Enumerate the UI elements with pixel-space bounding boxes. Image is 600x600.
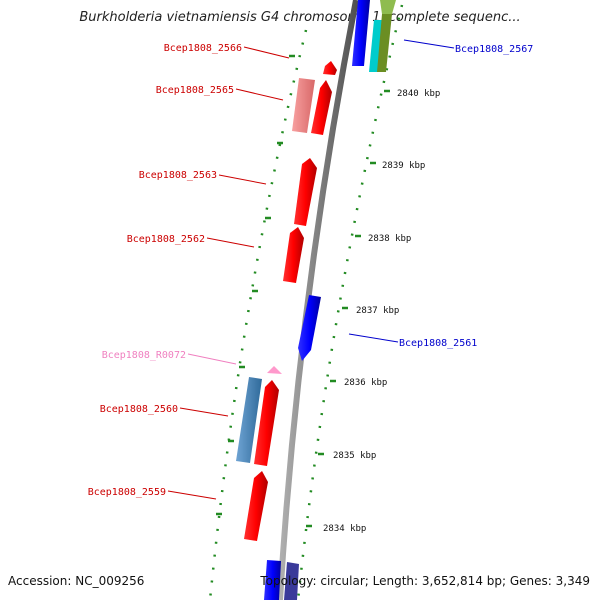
scale-label: 2838 kbp <box>368 234 411 244</box>
gene-bcep1808-2565-arrow[interactable] <box>311 80 332 135</box>
gene-label-bcep1808-2559[interactable]: Bcep1808_2559 <box>88 487 166 498</box>
scale-label: 2836 kbp <box>344 378 387 388</box>
gene-bcep1808-2560-arrow[interactable] <box>254 380 279 466</box>
gene-label-bcep1808-2561[interactable]: Bcep1808_2561 <box>399 338 477 349</box>
label-connectors <box>167 39 455 500</box>
gene-label-bcep1808-2565[interactable]: Bcep1808_2565 <box>156 85 234 96</box>
gene-label-bcep1808-2562[interactable]: Bcep1808_2562 <box>127 234 205 245</box>
cog-block-olive <box>377 14 392 72</box>
inner-dotted-track <box>208 29 308 600</box>
gene-label-bcep1808-r0072[interactable]: Bcep1808_R0072 <box>102 350 186 361</box>
gene-label-bcep1808-2563[interactable]: Bcep1808_2563 <box>139 170 217 181</box>
scale-label: 2839 kbp <box>382 161 425 171</box>
gene-bcep1808-2562-arrow[interactable] <box>283 227 304 283</box>
gene-bcep1808-2560-cog <box>236 377 262 463</box>
gene-bcep1808-2561-arrow[interactable] <box>298 295 321 361</box>
scale-ticks <box>216 54 390 528</box>
gene-bcep1808-2565-cog <box>292 78 315 133</box>
scale-label: 2837 kbp <box>356 306 399 316</box>
gene-bcep1808-r0072-arrow[interactable] <box>267 366 282 374</box>
gene-label-bcep1808-2567[interactable]: Bcep1808_2567 <box>455 44 533 55</box>
map-title: Burkholderia vietnamiensis G4 chromosome… <box>79 10 521 25</box>
scale-label: 2835 kbp <box>333 451 376 461</box>
topology-text: Topology: circular; Length: 3,652,814 bp… <box>260 574 590 588</box>
accession-text: Accession: NC_009256 <box>8 574 145 588</box>
gene-label-bcep1808-2566[interactable]: Bcep1808_2566 <box>164 43 242 54</box>
gene-bcep1808-2563-arrow[interactable] <box>294 158 317 226</box>
gene-label-bcep1808-2560[interactable]: Bcep1808_2560 <box>100 404 178 415</box>
scale-label: 2840 kbp <box>397 89 440 99</box>
scale-labels: 2840 kbp 2839 kbp 2838 kbp 2837 kbp 2836… <box>323 89 440 534</box>
gene-bcep1808-2559-arrow[interactable] <box>244 471 268 541</box>
reverse-gene-block <box>284 562 299 600</box>
reverse-gene-block <box>264 560 281 600</box>
cog-block-green <box>380 0 396 14</box>
gene-bcep1808-2566-arrow[interactable] <box>323 61 337 75</box>
scale-label: 2834 kbp <box>323 524 366 534</box>
gene-labels: Bcep1808_2566 Bcep1808_2565 Bcep1808_256… <box>88 43 534 498</box>
gene-bcep1808-2567-block[interactable] <box>352 0 370 66</box>
